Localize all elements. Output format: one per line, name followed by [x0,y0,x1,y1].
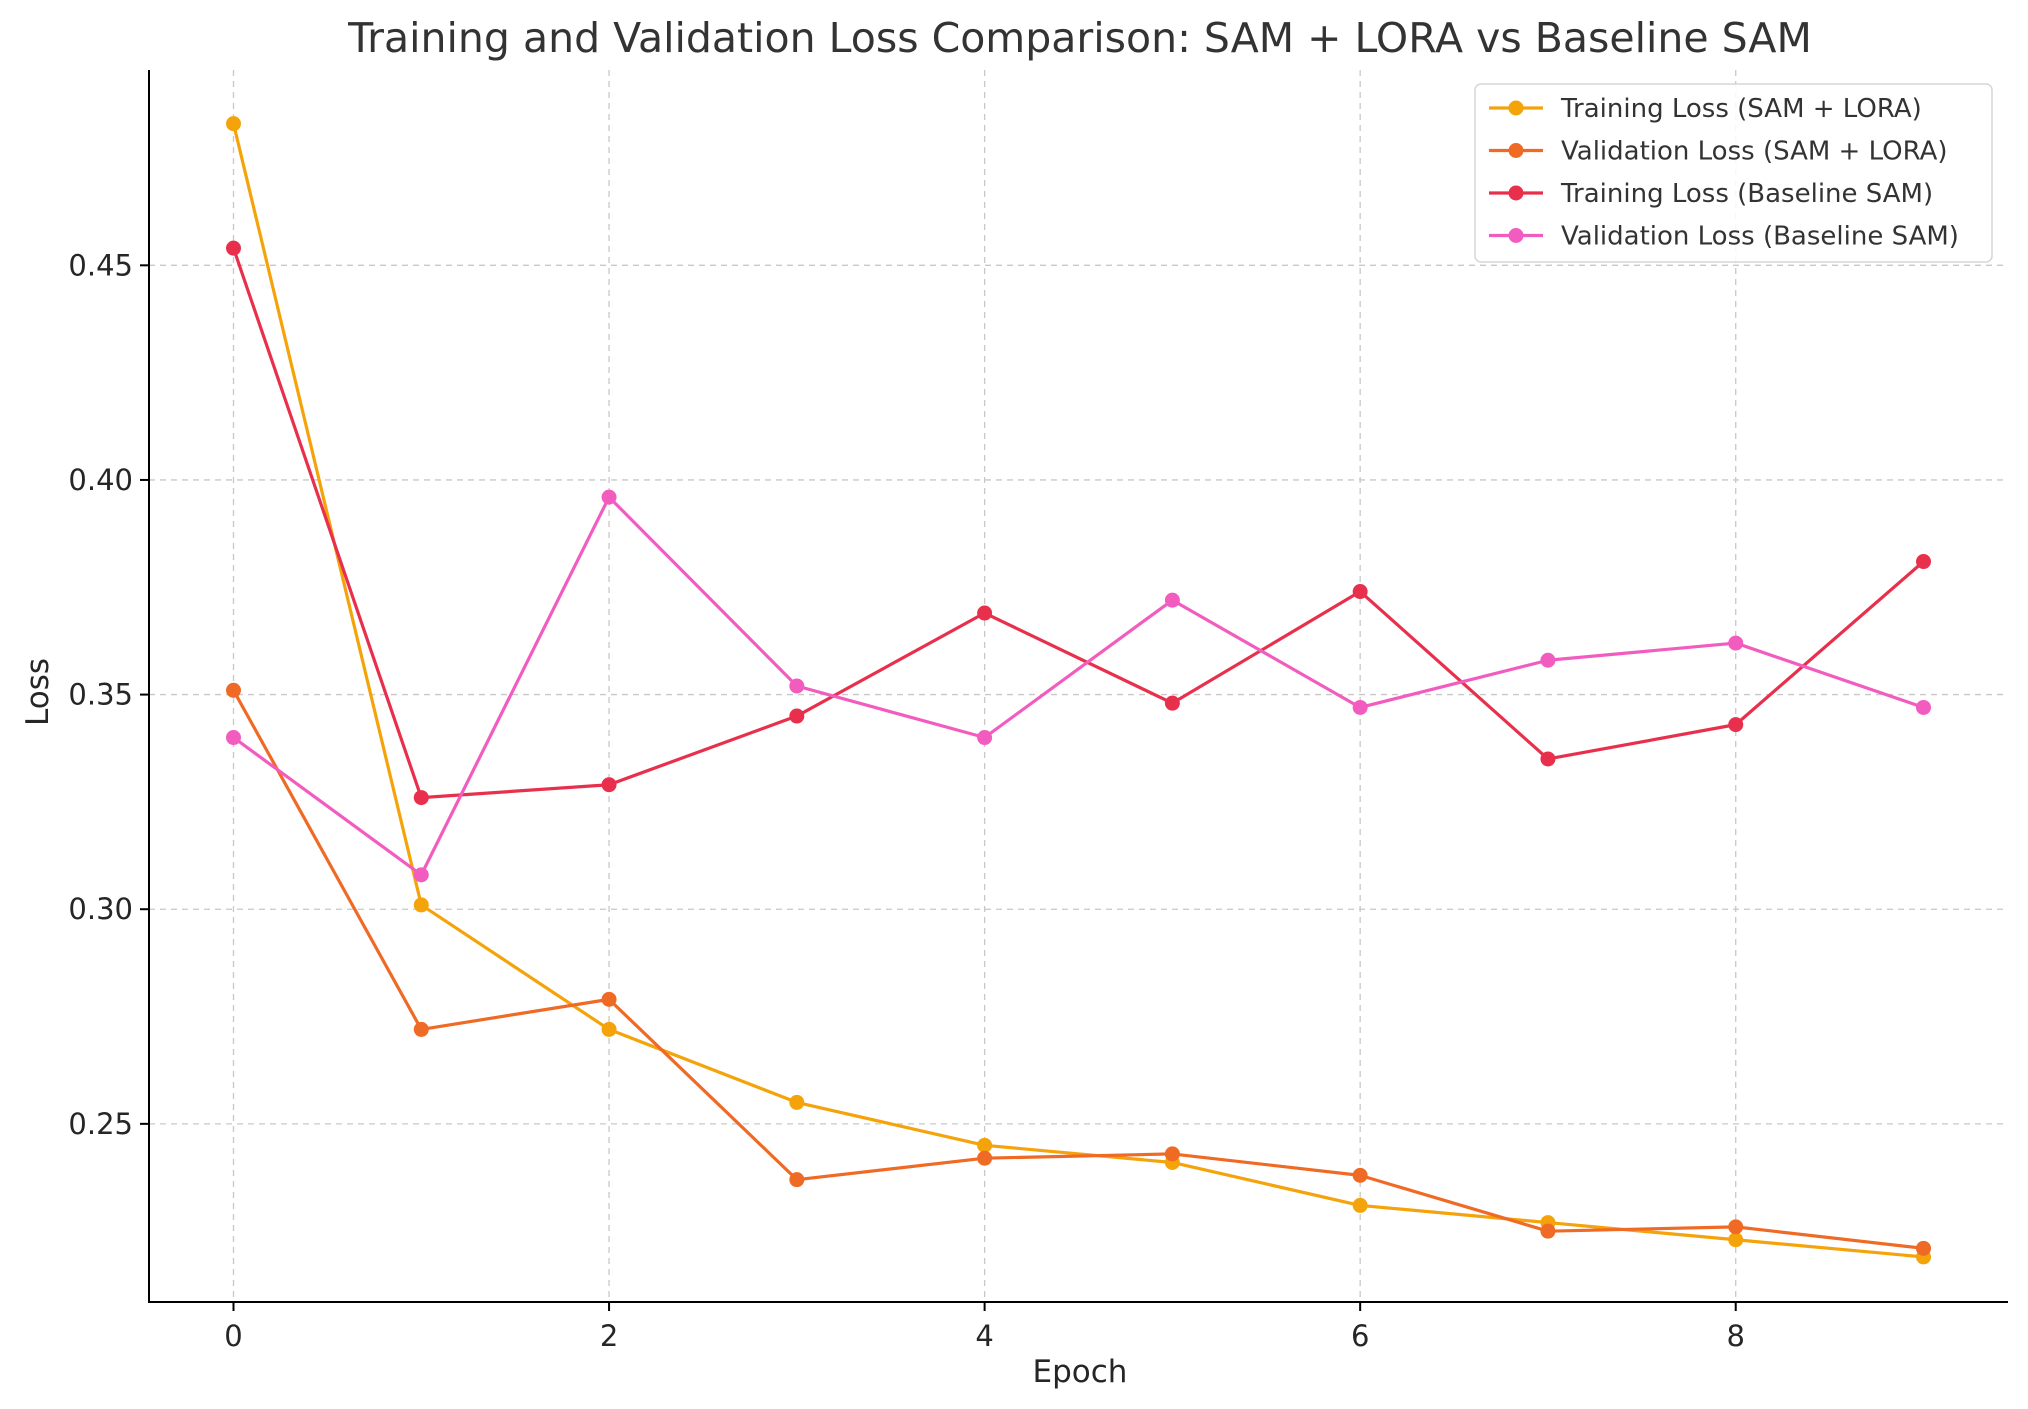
series-2 [226,240,1931,806]
y-tick-label: 0.25 [68,1107,133,1141]
data-point [1540,1223,1556,1239]
legend-swatch-marker [1508,143,1524,158]
legend-item: Training Loss (SAM + LORA) [1489,94,1922,124]
x-axis-label: Epoch [1033,1354,1128,1390]
data-point [413,1021,429,1037]
data-point [977,730,993,746]
y-axis-ticks: 0.25 0.30 0.35 0.40 0.45 [68,248,149,1141]
legend-item: Validation Loss (Baseline SAM) [1489,222,1959,252]
legend-item: Training Loss (Baseline SAM) [1489,179,1933,209]
data-point [601,777,617,793]
data-point [977,1137,993,1153]
data-point [1164,592,1180,608]
data-point [413,867,429,883]
data-point [789,1172,805,1188]
series-line [232,689,1924,1250]
data-point [601,489,617,505]
legend-label: Validation Loss (SAM + LORA) [1561,137,1948,167]
data-point [1352,584,1368,600]
data-point [1164,695,1180,711]
x-tick-label: 8 [1726,1319,1744,1353]
legend-label: Training Loss (SAM + LORA) [1560,94,1922,124]
x-tick-label: 2 [600,1319,618,1353]
data-point [226,240,241,256]
data-point [1164,1146,1180,1162]
data-point [226,730,241,746]
data-point [1352,1197,1368,1213]
series-1 [226,682,1931,1256]
data-point [601,1021,617,1037]
data-point [1916,1240,1931,1256]
legend-swatch-marker [1508,185,1524,201]
data-point [1728,717,1744,733]
x-tick-label: 4 [975,1319,993,1353]
data-point [601,991,617,1007]
data-point [226,116,241,132]
data-point [1540,751,1556,767]
data-point [1728,1232,1744,1248]
x-tick-label: 6 [1351,1319,1369,1353]
grid-lines [149,70,2008,1302]
data-point [1540,652,1556,668]
data-point [1916,554,1931,570]
data-point [1916,699,1931,715]
legend-swatch-marker [1508,228,1524,243]
x-axis-ticks: 0 2 4 6 8 [224,1302,1745,1353]
data-point [1728,635,1744,651]
series-layer [226,116,1931,1265]
series-0 [226,116,1931,1265]
legend-box [1474,83,1993,263]
data-point [977,1150,993,1166]
x-tick-label: 0 [224,1319,242,1353]
legend-label: Training Loss (Baseline SAM) [1560,179,1933,209]
legend: Training Loss (SAM + LORA) Validation Los… [1474,83,1993,263]
y-tick-label: 0.45 [68,248,133,282]
data-point [1352,699,1368,715]
data-point [226,682,241,698]
legend-swatch-marker [1508,100,1524,116]
data-point [977,605,993,621]
legend-item: Validation Loss (SAM + LORA) [1489,137,1948,167]
data-point [413,790,429,806]
y-tick-label: 0.35 [68,678,133,712]
data-point [1728,1219,1744,1235]
data-point [789,708,805,724]
data-point [789,1094,805,1110]
series-3 [226,489,1931,883]
y-tick-label: 0.30 [68,892,133,926]
data-point [1352,1167,1368,1183]
series-line [231,247,1925,800]
data-point [413,897,429,913]
data-point [789,678,805,694]
y-tick-label: 0.40 [68,463,133,497]
series-line [231,123,1924,1259]
series-line [232,495,1925,877]
y-axis-label: Loss [20,658,56,726]
legend-label: Validation Loss (Baseline SAM) [1561,222,1959,252]
chart-title: Training and Validation Loss Comparison:… [347,14,1812,62]
